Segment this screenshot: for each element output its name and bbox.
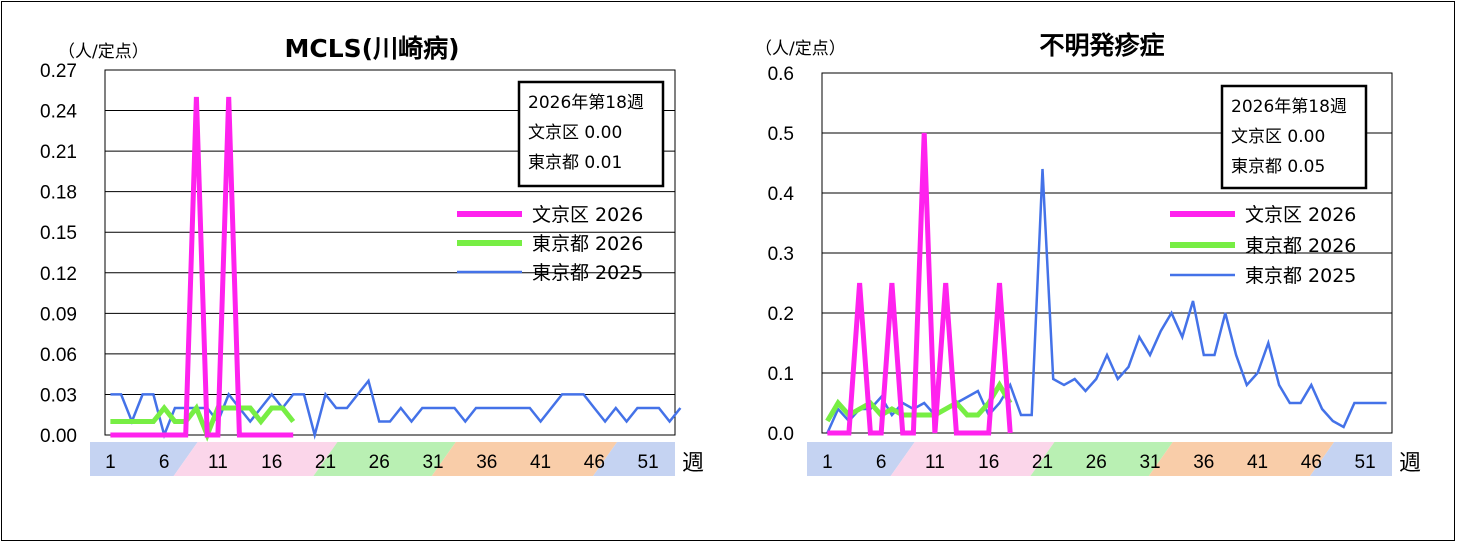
x-tick-label: 1 xyxy=(822,452,833,473)
plot-border xyxy=(104,69,676,436)
x-tick-label: 41 xyxy=(530,452,551,473)
x-band xyxy=(90,442,675,476)
x-tick-label: 11 xyxy=(925,452,945,473)
legend-label-tokyo-2025: 東京都 2025 xyxy=(1245,265,1356,287)
chart-title: MCLS(川崎病) xyxy=(284,34,459,63)
line-bunkyo-2026 xyxy=(827,132,1013,436)
legend-label-bunkyo-2026: 文京区 2026 xyxy=(1245,204,1356,226)
band-segment xyxy=(431,442,618,476)
x-tick-label: 1 xyxy=(105,452,116,473)
x-tick-label: 41 xyxy=(1247,452,1268,473)
chart-title: 不明発疹症 xyxy=(1039,31,1164,60)
x-tick-label: 21 xyxy=(315,452,336,473)
y-tick-label: 0.09 xyxy=(40,304,77,325)
y-tick-label: 0.03 xyxy=(40,385,77,406)
x-tick-label: 36 xyxy=(1193,452,1214,473)
y-tick-label: 0.3 xyxy=(768,244,794,265)
grid: 0.00.10.20.30.40.50.61 6 11 16 21 26 31 36 41 46 5… xyxy=(768,64,1393,473)
y-tick-label: 0.21 xyxy=(40,142,77,163)
legend-label-tokyo-2026: 東京都 2026 xyxy=(532,233,643,255)
x-tick-label: 21 xyxy=(1032,452,1053,473)
x-tick-label: 31 xyxy=(422,452,443,473)
x-tick-label: 51 xyxy=(638,452,659,473)
y-tick-label: 0.24 xyxy=(40,102,77,123)
x-tick-label: 6 xyxy=(876,452,887,473)
info-line2: 文京区 0.00 xyxy=(1231,127,1325,147)
y-tick-label: 0.5 xyxy=(768,124,794,145)
band-segment xyxy=(807,442,915,476)
x-tick-label: 51 xyxy=(1355,452,1376,473)
info-box: 2026年第18週 文京区 0.00 東京都 0.05 xyxy=(1220,84,1368,190)
band-segment xyxy=(173,442,338,476)
x-tick-label: 16 xyxy=(978,452,999,473)
y-unit-label: （人/定点） xyxy=(755,39,846,59)
band-segment xyxy=(1030,442,1173,476)
band-segment xyxy=(90,442,198,476)
y-tick-label: 0.1 xyxy=(768,364,794,385)
y-tick-label: 0.06 xyxy=(40,345,77,366)
y-tick-label: 0.18 xyxy=(40,183,77,204)
band-segment xyxy=(1148,442,1335,476)
x-tick-label: 46 xyxy=(584,452,605,473)
band-segment xyxy=(313,442,456,476)
chart-mcls: 0.00 0.03 0.06 0.09 0.12 0.15 0.18 0.21 0.24 0.27… xyxy=(40,34,704,476)
x-unit-label: 週 xyxy=(682,451,704,476)
series-group xyxy=(825,132,1387,436)
legend: 文京区 2026 東京都 2026 東京都 2025 xyxy=(1170,204,1356,287)
line-bunkyo-2026 xyxy=(110,96,294,438)
info-box: 2026年第18週 文京区 0.00 東京都 0.01 xyxy=(517,80,665,188)
band-segment xyxy=(890,442,1055,476)
plot-border xyxy=(821,72,1393,434)
x-tick-label: 16 xyxy=(261,452,282,473)
info-line3: 東京都 0.01 xyxy=(528,153,622,173)
y-tick-label: 0.6 xyxy=(768,64,794,85)
x-tick-label: 31 xyxy=(1139,452,1160,473)
legend-label-tokyo-2026: 東京都 2026 xyxy=(1245,235,1356,257)
band-segment xyxy=(593,442,675,476)
chart-rash: 0.00.10.20.30.40.50.61 6 11 16 21 26 31 36 41 46 5… xyxy=(755,31,1421,476)
y-tick-label: 0.0 xyxy=(768,424,794,445)
legend-label-tokyo-2025: 東京都 2025 xyxy=(532,262,643,284)
x-tick-label: 11 xyxy=(208,452,228,473)
line-tokyo-2026 xyxy=(825,380,1013,423)
y-tick-label: 0.12 xyxy=(40,264,77,285)
line-tokyo-2025 xyxy=(826,168,1387,434)
x-unit-label: 週 xyxy=(1399,451,1421,476)
legend-label-bunkyo-2026: 文京区 2026 xyxy=(532,204,643,226)
y-tick-label: 0.2 xyxy=(768,304,794,325)
series-group xyxy=(110,96,682,442)
y-tick-label: 0.27 xyxy=(40,61,77,82)
x-tick-label: 36 xyxy=(476,452,497,473)
y-tick-label: 0.4 xyxy=(768,184,795,205)
x-tick-label: 26 xyxy=(1086,452,1107,473)
y-tick-label: 0.00 xyxy=(40,426,77,447)
x-tick-label: 6 xyxy=(159,452,170,473)
band-segment xyxy=(1310,442,1392,476)
line-tokyo-2026 xyxy=(110,403,296,442)
y-tick-label: 0.15 xyxy=(40,223,77,244)
x-tick-label: 46 xyxy=(1301,452,1322,473)
info-line2: 文京区 0.00 xyxy=(528,123,622,143)
legend: 文京区 2026 東京都 2026 東京都 2025 xyxy=(457,204,643,284)
y-unit-label: （人/定点） xyxy=(58,42,149,62)
info-line3: 東京都 0.05 xyxy=(1231,157,1325,177)
info-line1: 2026年第18週 xyxy=(1231,97,1347,117)
x-tick-label: 26 xyxy=(369,452,390,473)
x-band xyxy=(807,442,1392,476)
info-line1: 2026年第18週 xyxy=(528,93,644,113)
